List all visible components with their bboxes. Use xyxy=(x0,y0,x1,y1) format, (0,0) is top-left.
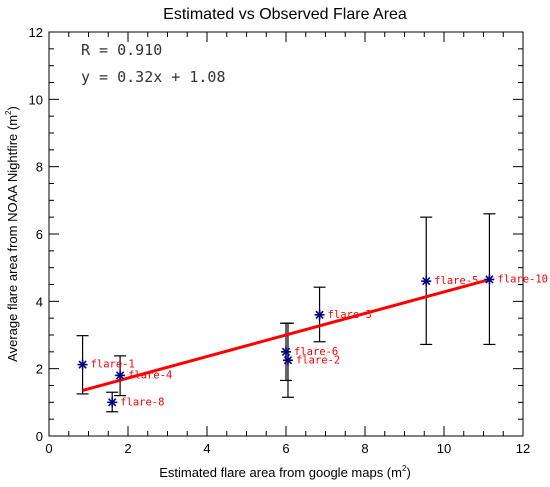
y-tick-label: 0 xyxy=(36,429,43,444)
x-axis-label-text: Estimated flare area from google maps (m xyxy=(159,465,402,480)
fit-equation-annotation: y = 0.32x + 1.08 xyxy=(81,68,226,86)
y-axis-label: Average flare area from NOAA Nightfire (… xyxy=(4,106,20,362)
y-axis-label-sup: 2 xyxy=(4,110,13,115)
data-markers xyxy=(77,274,495,408)
x-tick-label: 12 xyxy=(516,441,530,456)
y-tick-label: 2 xyxy=(36,362,43,377)
x-tick-label: 4 xyxy=(203,441,210,456)
error-bars xyxy=(76,213,496,413)
y-tick-label: 8 xyxy=(36,160,43,175)
fit-line xyxy=(82,278,490,392)
point-label: flare-3 xyxy=(328,309,372,321)
y-axis-label-text: Average flare area from NOAA Nightfire (… xyxy=(5,115,20,362)
point-label: flare-2 xyxy=(296,354,340,366)
x-tick-label: 10 xyxy=(437,441,451,456)
y-tick-label: 6 xyxy=(36,227,43,242)
data-point xyxy=(281,346,291,357)
y-tick-label: 4 xyxy=(36,294,43,309)
data-point xyxy=(421,276,432,287)
fit-line-group xyxy=(82,278,490,392)
point-label: flare-1 xyxy=(91,359,135,371)
data-point xyxy=(314,309,325,320)
point-label: flare-6 xyxy=(294,346,338,358)
data-point xyxy=(77,359,88,370)
x-tick-label: 2 xyxy=(124,441,131,456)
x-axis-label: Estimated flare area from google maps (m… xyxy=(159,464,411,480)
point-label: flare-4 xyxy=(128,369,172,381)
axis-ticks: 0 2 4 6 8 10 12 0 2 4 6 8 10 12 xyxy=(29,25,531,456)
x-axis-label-sup: 2 xyxy=(402,464,407,473)
point-label: flare-10 xyxy=(497,273,548,285)
x-tick-label: 0 xyxy=(45,441,52,456)
y-axis-label-close: ) xyxy=(5,106,20,110)
data-point xyxy=(115,370,126,381)
point-label: flare-5 xyxy=(434,275,478,287)
x-axis-label-close: ) xyxy=(406,465,410,480)
data-point xyxy=(484,274,495,285)
data-point xyxy=(107,397,118,408)
y-tick-label: 12 xyxy=(29,25,43,40)
chart-title: Estimated vs Observed Flare Area xyxy=(163,6,407,23)
r-value-annotation: R = 0.910 xyxy=(81,41,162,59)
point-label: flare-8 xyxy=(120,396,164,408)
data-point xyxy=(282,355,293,366)
x-tick-label: 8 xyxy=(361,441,368,456)
y-tick-label: 10 xyxy=(29,92,43,107)
x-tick-label: 6 xyxy=(282,441,289,456)
